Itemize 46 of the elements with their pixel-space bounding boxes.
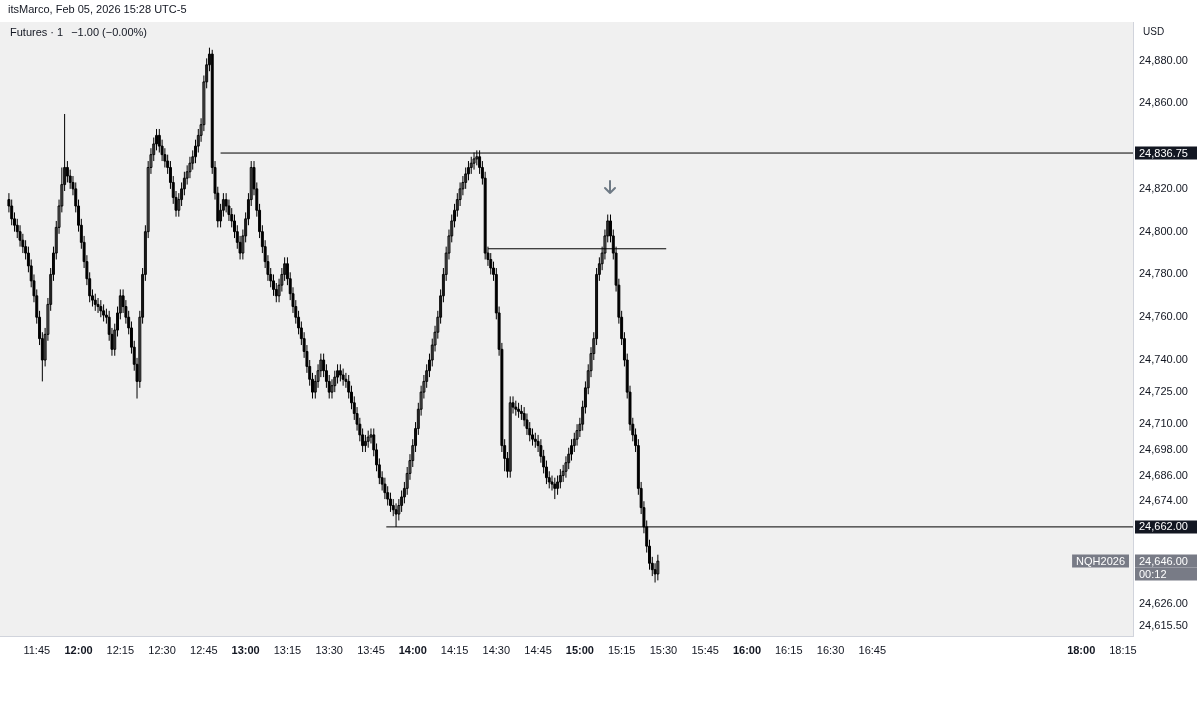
x-tick-label: 11:45 [23,643,51,656]
y-tick-label: 24,880.00 [1139,53,1188,66]
y-tick-label: 24,780.00 [1139,267,1188,280]
text: NQH2026 [1076,554,1126,567]
series-label: 24,662.00 [1139,520,1188,533]
x-tick-label: 12:15 [106,643,135,656]
y-tick-label: 24,615.50 [1139,619,1188,632]
x-tick-label: 13:15 [273,643,302,656]
x-tick-label: 15:45 [691,643,719,656]
y-tick-label: 24,698.00 [1139,442,1188,455]
x-tick-label: 13:30 [315,643,343,656]
y-tick-label: 24,860.00 [1139,96,1188,109]
x-tick-label: 13:00 [231,643,260,656]
x-tick-label: 13:45 [357,643,385,656]
y-axis-title: USD [1143,26,1165,37]
x-tick-label: 15:00 [565,643,594,656]
series-label: 24,836.75 [1139,146,1188,159]
chart-title: Futures · 1 [10,26,64,38]
x-tick-label: 14:30 [482,643,511,656]
x-tick-label: 14:00 [398,643,427,656]
y-tick-label: 24,725.00 [1139,385,1188,398]
x-tick-label: 12:00 [64,643,93,656]
y-tick-label: 24,674.00 [1139,494,1188,507]
x-tick-label: 18:15 [1109,643,1137,656]
chart-subtitle: itsMarco, Feb 05, 2026 15:28 UTC-5 [8,3,187,15]
x-tick-label: 16:15 [774,643,803,656]
x-tick-label: 14:45 [524,643,552,656]
y-tick-label: 24,626.00 [1139,596,1188,609]
y-tick-label: 24,820.00 [1139,181,1188,194]
x-tick-label: 16:30 [816,643,845,656]
y-tick-label: 24,800.00 [1139,224,1188,237]
text: 24,646.00 [1139,554,1188,567]
x-tick-label: 15:15 [607,643,636,656]
x-tick-label: 15:30 [649,643,678,656]
text: 00:12 [1139,567,1167,580]
annotation: −1.00 (−0.00%) [71,26,148,38]
y-tick-label: 24,760.00 [1139,310,1188,323]
y-tick-label: 24,686.00 [1139,468,1188,481]
y-tick-label: 24,710.00 [1139,417,1188,430]
x-tick-label: 12:30 [148,643,176,656]
x-tick-label: 12:45 [190,643,218,656]
y-tick-label: 24,740.00 [1139,353,1188,366]
x-tick-label: 16:00 [732,643,762,656]
x-tick-label: 14:15 [440,643,469,656]
x-tick-label: 18:00 [1067,643,1096,656]
x-tick-label: 16:45 [858,643,887,656]
